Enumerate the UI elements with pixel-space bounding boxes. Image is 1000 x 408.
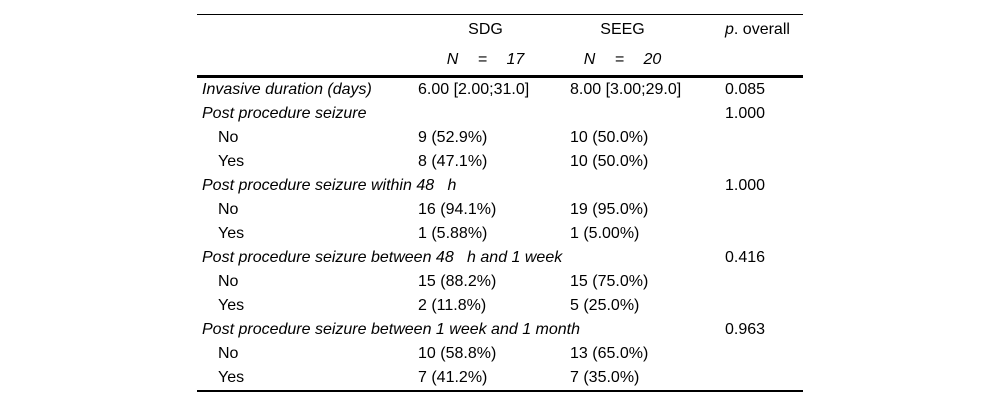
sdg-value: 9 (52.9%) <box>418 128 488 146</box>
table-row: No 9 (52.9%) 10 (50.0%) <box>197 126 803 150</box>
row-label: Post procedure seizure between 48 h and … <box>202 248 563 266</box>
seeg-value: 19 (95.0%) <box>570 200 649 218</box>
table-row: Yes 8 (47.1%) 10 (50.0%) <box>197 150 803 174</box>
bottom-rule <box>197 389 803 392</box>
row-label: Post procedure seizure between 1 week an… <box>202 320 581 338</box>
header-body-rule <box>197 75 803 78</box>
table-row: Yes 7 (41.2%) 7 (35.0%) <box>197 366 803 390</box>
p-value: 1.000 <box>725 104 766 122</box>
sdg-value: 6.00 [2.00;31.0] <box>418 80 530 98</box>
row-label: Post procedure seizure <box>202 104 367 122</box>
column-header-sdg: SDG <box>468 21 503 39</box>
table-row: Post procedure seizure between 1 week an… <box>197 318 803 342</box>
row-label: Yes <box>218 152 245 170</box>
column-header-seeg: SEEG <box>600 21 645 39</box>
row-label: No <box>218 200 239 218</box>
p-value: 1.000 <box>725 176 766 194</box>
n-count-sdg: N = 17 <box>446 51 525 69</box>
top-rule <box>197 14 803 16</box>
header-row-groups: SDG SEEG p. overall <box>197 15 803 45</box>
row-label: Yes <box>218 368 245 386</box>
seeg-value: 10 (50.0%) <box>570 128 649 146</box>
column-header-seeg-cell: SEEG <box>570 21 725 39</box>
column-header-p-overall: p. overall <box>725 21 803 39</box>
table-row: Post procedure seizure 1.000 <box>197 102 803 126</box>
table-row: Post procedure seizure between 48 h and … <box>197 246 803 270</box>
n-seeg-cell: N = 20 <box>570 51 725 69</box>
table-row: Yes 1 (5.88%) 1 (5.00%) <box>197 222 803 246</box>
results-table: SDG SEEG p. overall N = 17 N = 20 Invasi… <box>197 14 803 392</box>
table-row: No 15 (88.2%) 15 (75.0%) <box>197 270 803 294</box>
row-label: Invasive duration (days) <box>202 80 372 98</box>
row-label: Post procedure seizure within 48 h <box>202 176 457 194</box>
seeg-value: 7 (35.0%) <box>570 368 640 386</box>
row-label: No <box>218 272 239 290</box>
header-row-n: N = 17 N = 20 <box>197 45 803 75</box>
seeg-value: 8.00 [3.00;29.0] <box>570 80 682 98</box>
n-count-seeg: N = 20 <box>583 51 662 69</box>
seeg-value: 10 (50.0%) <box>570 152 649 170</box>
p-overall-italic-p: p <box>725 21 734 39</box>
column-header-sdg-cell: SDG <box>418 21 570 39</box>
table-row: Post procedure seizure within 48 h 1.000 <box>197 174 803 198</box>
sdg-value: 15 (88.2%) <box>418 272 497 290</box>
table-row: No 16 (94.1%) 19 (95.0%) <box>197 198 803 222</box>
seeg-value: 1 (5.00%) <box>570 224 640 242</box>
sdg-value: 2 (11.8%) <box>418 296 487 314</box>
seeg-value: 15 (75.0%) <box>570 272 649 290</box>
p-value: 0.963 <box>725 320 766 338</box>
p-value: 0.416 <box>725 248 766 266</box>
sdg-value: 7 (41.2%) <box>418 368 488 386</box>
row-label: No <box>218 344 239 362</box>
sdg-value: 8 (47.1%) <box>418 152 488 170</box>
row-label: Yes <box>218 224 245 242</box>
seeg-value: 5 (25.0%) <box>570 296 640 314</box>
table-row: Invasive duration (days) 6.00 [2.00;31.0… <box>197 78 803 102</box>
table-row: Yes 2 (11.8%) 5 (25.0%) <box>197 294 803 318</box>
row-label: No <box>218 128 239 146</box>
n-sdg-cell: N = 17 <box>418 51 570 69</box>
sdg-value: 16 (94.1%) <box>418 200 497 218</box>
p-overall-rest: . overall <box>733 21 790 39</box>
seeg-value: 13 (65.0%) <box>570 344 649 362</box>
sdg-value: 10 (58.8%) <box>418 344 497 362</box>
row-label: Yes <box>218 296 245 314</box>
p-value: 0.085 <box>725 80 766 98</box>
sdg-value: 1 (5.88%) <box>418 224 488 242</box>
table-row: No 10 (58.8%) 13 (65.0%) <box>197 342 803 366</box>
